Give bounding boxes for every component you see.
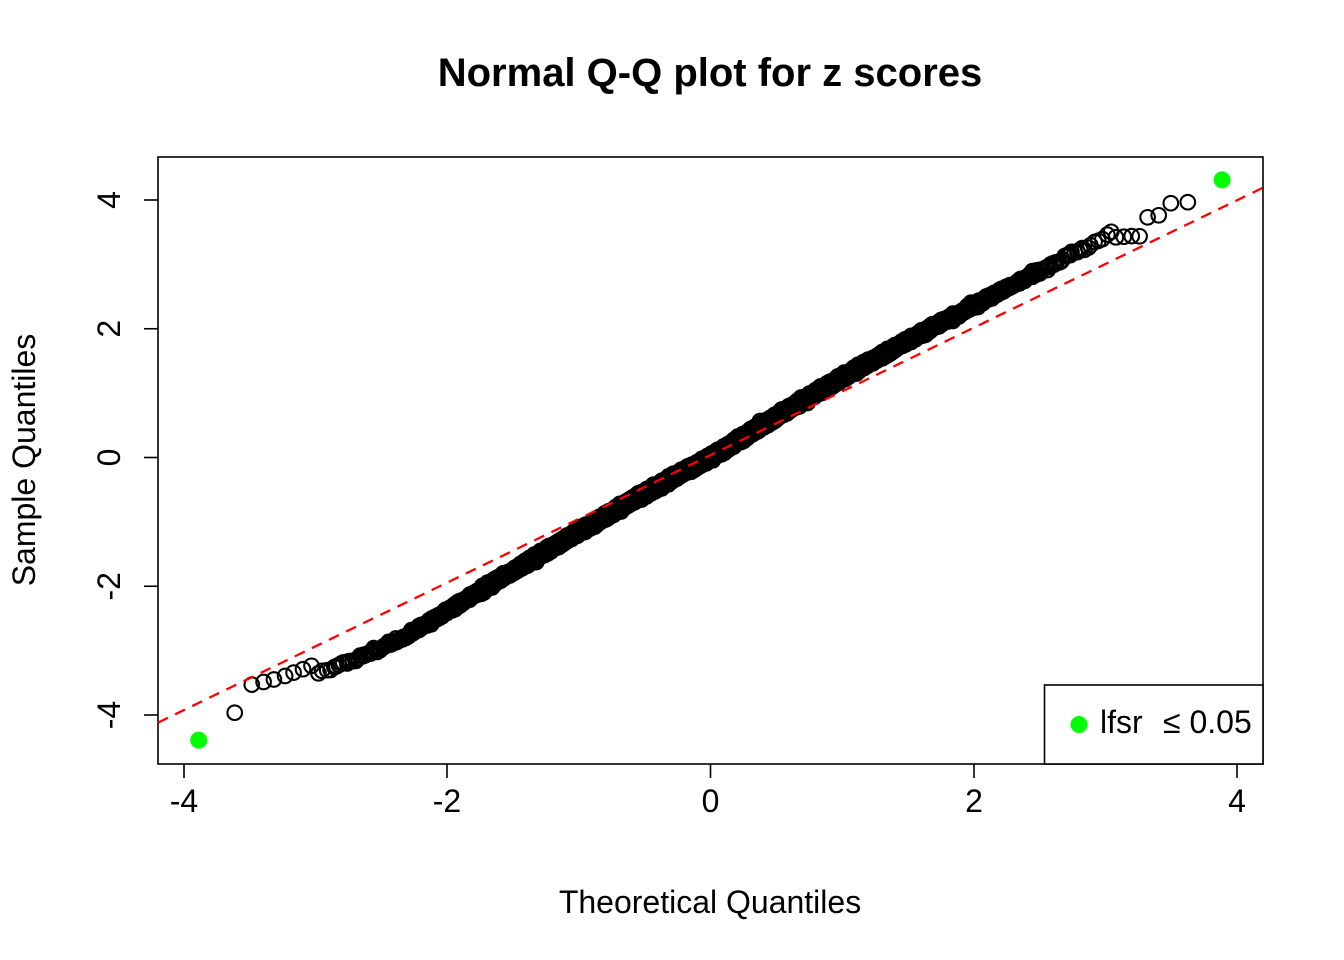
svg-text:-2: -2 [91,572,127,600]
svg-text:4: 4 [1228,783,1246,819]
svg-text:2: 2 [965,783,983,819]
svg-text:2: 2 [91,320,127,338]
svg-text:0: 0 [91,449,127,467]
svg-text:Theoretical Quantiles: Theoretical Quantiles [559,884,861,920]
svg-text:4: 4 [91,191,127,209]
svg-text:Sample Quantiles: Sample Quantiles [6,334,42,587]
svg-text:-4: -4 [170,783,198,819]
svg-text:-2: -2 [433,783,461,819]
svg-text:Normal Q-Q plot for z scores: Normal Q-Q plot for z scores [438,51,983,95]
svg-text:-4: -4 [91,701,127,729]
svg-text:0: 0 [702,783,720,819]
